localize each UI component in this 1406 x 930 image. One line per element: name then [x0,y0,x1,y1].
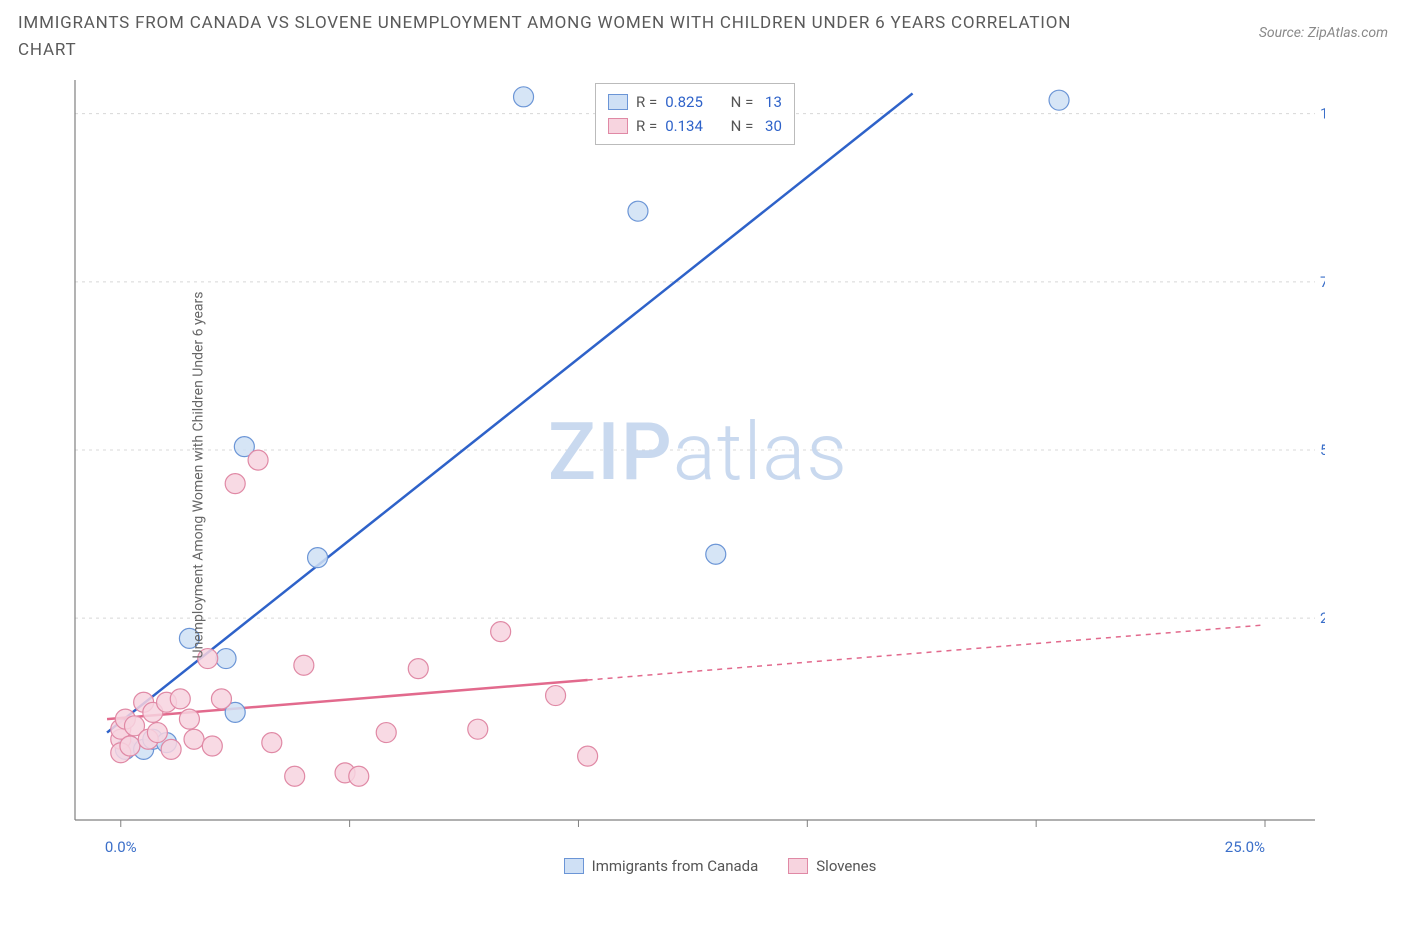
correlation-legend: R = 0.825 N = 13R = 0.134 N = 30 [595,83,795,145]
plot-container: Unemployment Among Women with Children U… [55,80,1385,870]
legend-swatch [608,94,628,110]
scatter-chart: 25.0% 50.0% 75.0% 100.0% 0.0% 25.0% [55,80,1325,870]
y-axis-label: Unemployment Among Women with Children U… [191,291,207,658]
legend-stat-row: R = 0.134 N = 30 [608,114,782,138]
stat-r-label: R = [636,93,657,111]
svg-text:75.0%: 75.0% [1320,273,1325,291]
svg-text:25.0%: 25.0% [1320,609,1325,627]
legend-series-label: Immigrants from Canada [592,857,759,875]
stat-n-label: N = [723,93,753,111]
svg-text:50.0%: 50.0% [1320,441,1325,459]
header: IMMIGRANTS FROM CANADA VS SLOVENE UNEMPL… [18,10,1388,64]
legend-swatch [788,858,808,874]
svg-text:25.0%: 25.0% [1225,838,1265,856]
stat-r-value: 0.134 [665,117,715,135]
legend-series-item: Slovenes [788,857,876,875]
svg-text:100.0%: 100.0% [1320,105,1325,123]
source-attribution: Source: ZipAtlas.com [1259,25,1388,41]
series-legend: Immigrants from Canada Slovenes [55,857,1385,875]
chart-title: IMMIGRANTS FROM CANADA VS SLOVENE UNEMPL… [18,10,1118,64]
stat-r-label: R = [636,117,657,135]
stat-n-label: N = [723,117,753,135]
legend-stat-row: R = 0.825 N = 13 [608,90,782,114]
stat-n-value: 13 [761,93,782,111]
svg-text:0.0%: 0.0% [105,838,137,856]
legend-swatch [564,858,584,874]
stat-r-value: 0.825 [665,93,715,111]
legend-series-label: Slovenes [816,857,876,875]
stat-n-value: 30 [761,117,782,135]
legend-series-item: Immigrants from Canada [564,857,759,875]
legend-swatch [608,118,628,134]
